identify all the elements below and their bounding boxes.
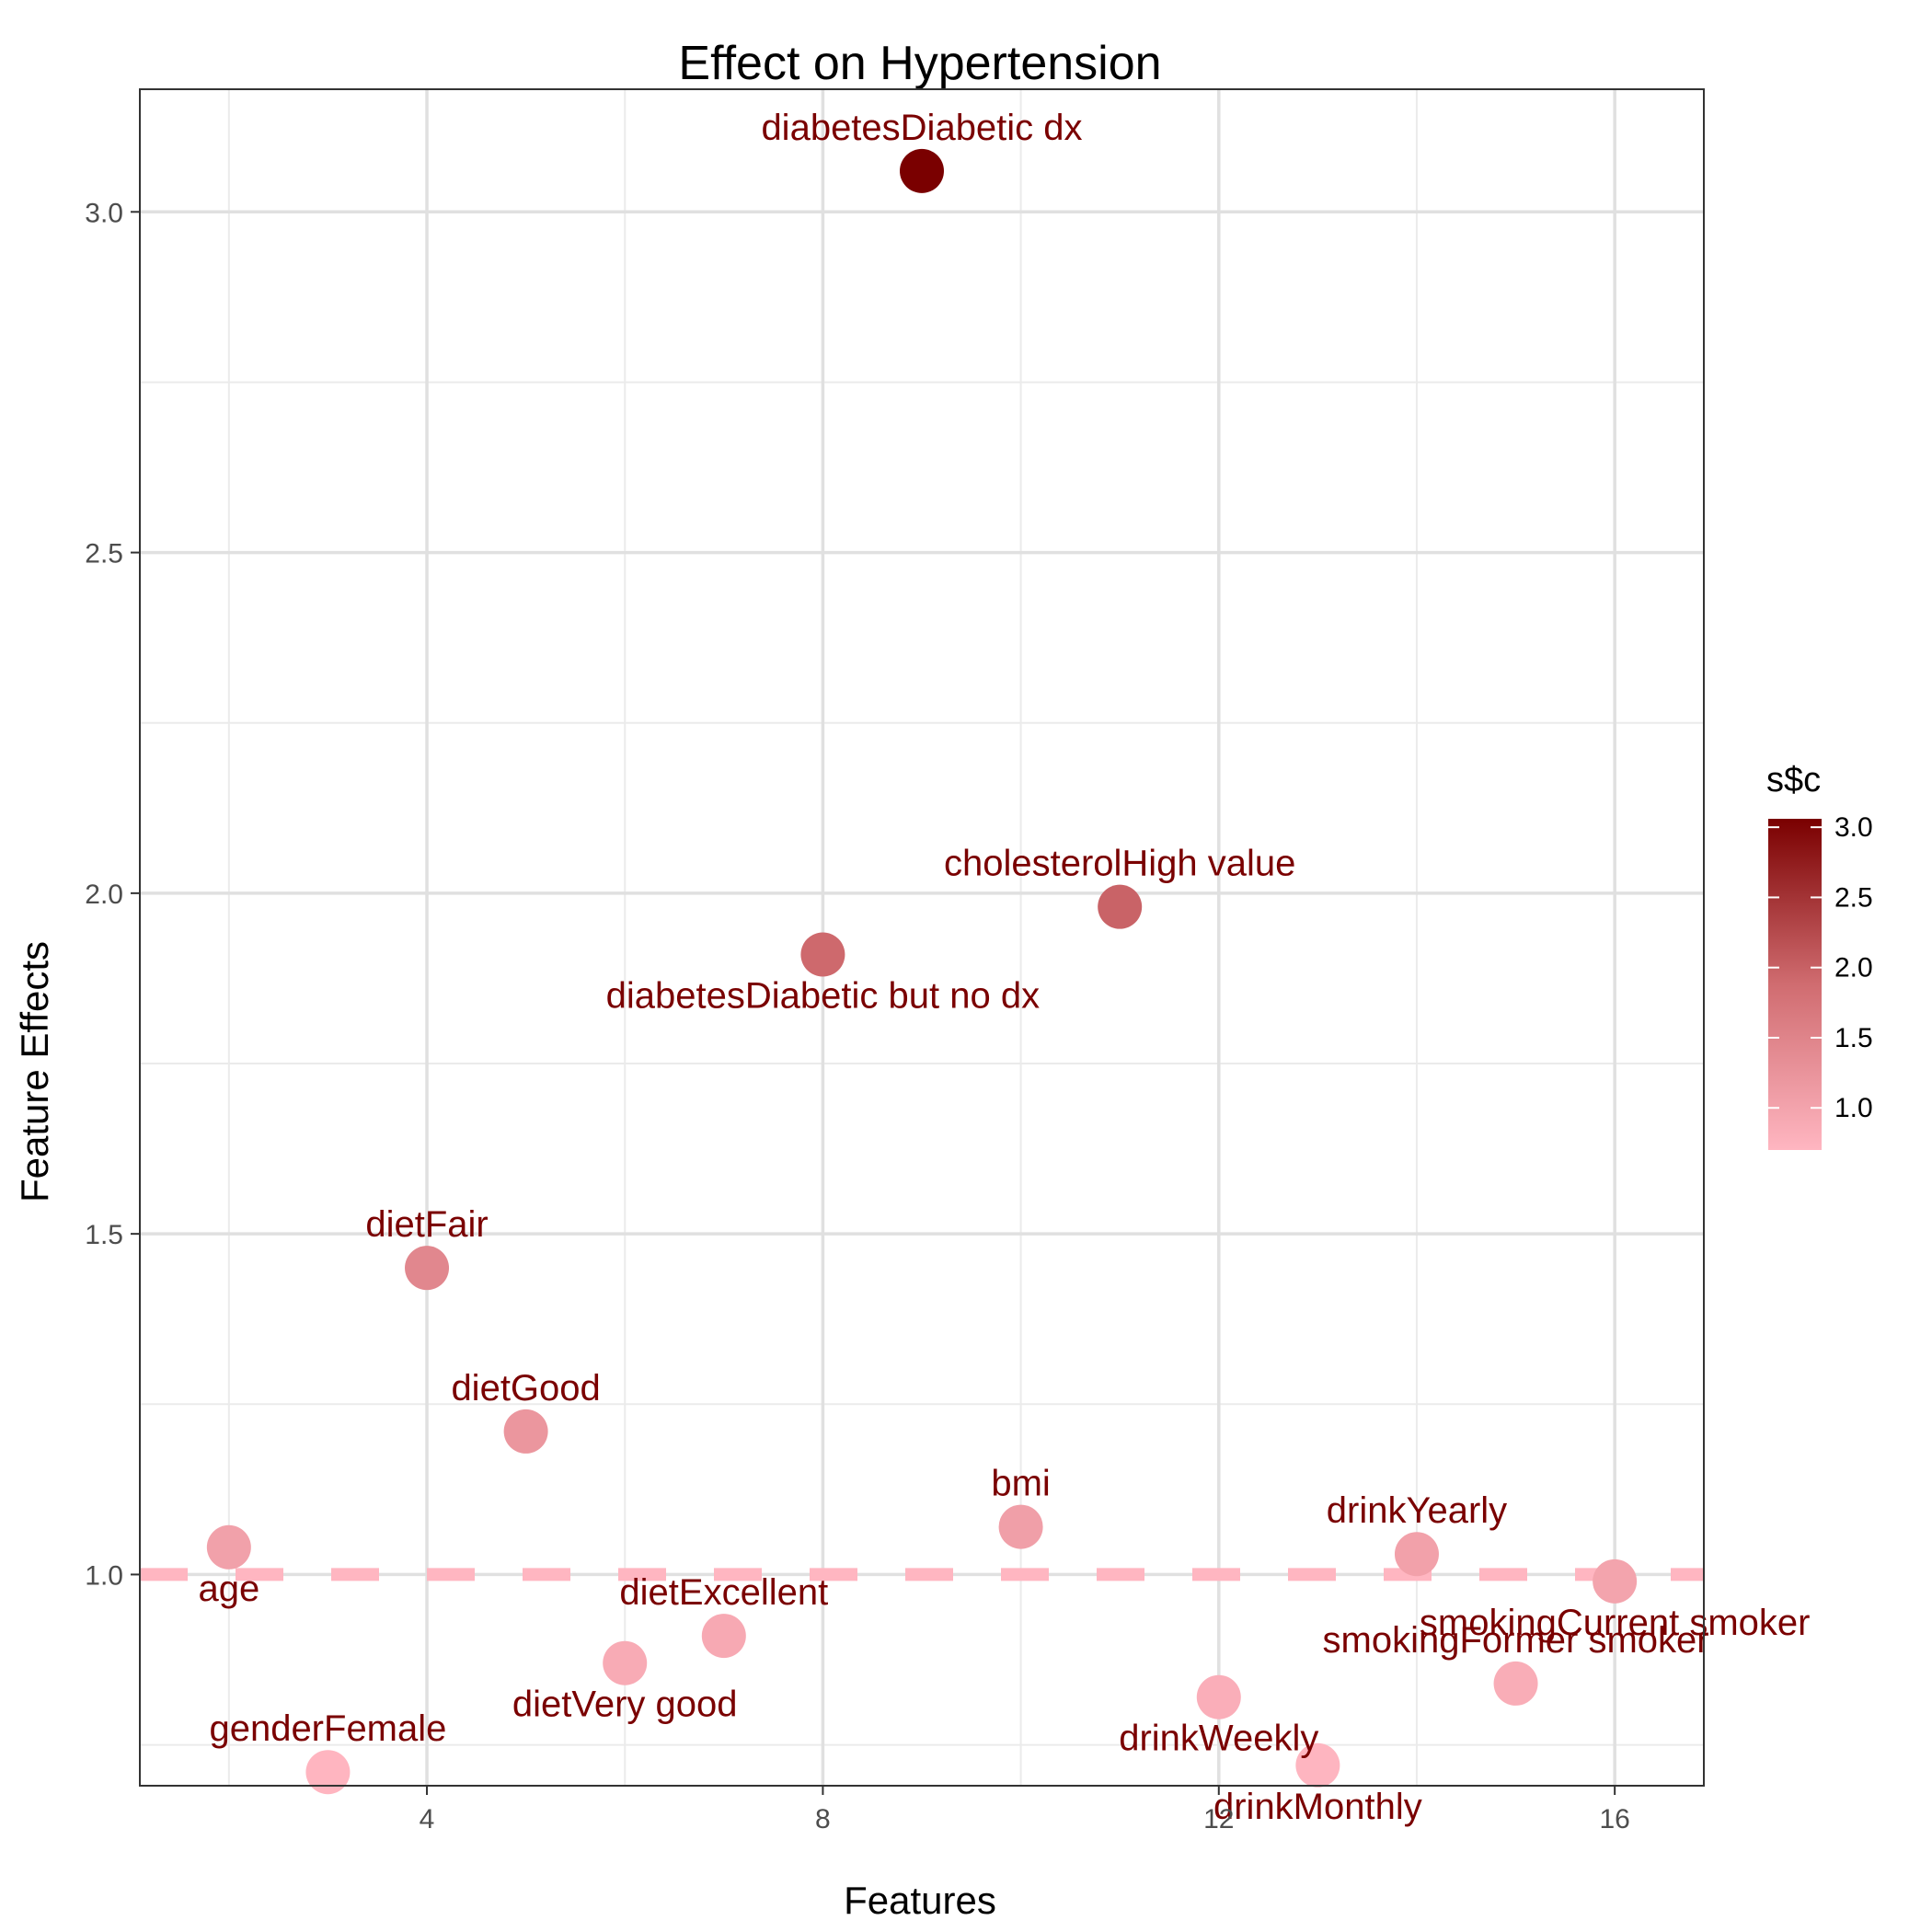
legend-colorbar (1768, 819, 1822, 1150)
legend-tick-label: 1.5 (1834, 1023, 1873, 1053)
point-label: bmi (991, 1464, 1050, 1504)
point-label: smokingFormer smoker (1323, 1620, 1709, 1661)
plot-panel-border (139, 88, 1705, 1787)
data-point (800, 932, 845, 977)
legend-tick-label: 2.5 (1834, 882, 1873, 913)
x-axis-ticks: 4 8 12 16 (420, 1786, 1630, 1834)
data-point (1394, 1532, 1439, 1577)
plot-panel-background (140, 89, 1704, 1786)
data-point (900, 148, 944, 193)
data-point (998, 1504, 1043, 1549)
data-point (405, 1246, 450, 1291)
legend-title: s$c (1766, 761, 1821, 799)
y-tick-label: 3.0 (85, 198, 123, 228)
data-point (1593, 1558, 1638, 1604)
grid-lines (140, 89, 1704, 1786)
data-point (603, 1640, 648, 1685)
point-label: dietGood (451, 1368, 600, 1409)
point-label: genderFemale (209, 1708, 446, 1749)
x-axis-title: Features (844, 1879, 996, 1922)
point-label: smokingCurrent smoker (1420, 1603, 1811, 1643)
data-point (1196, 1674, 1241, 1719)
point-label: cholesterolHigh value (944, 844, 1295, 884)
point-label: drinkMonthly (1213, 1787, 1422, 1827)
y-tick-label: 2.0 (85, 880, 123, 910)
y-axis-title: Feature Effects (13, 941, 56, 1202)
legend-ticks: 1.0 1.5 2.0 2.5 3.0 (1768, 812, 1873, 1123)
point-label: dietVery good (512, 1685, 738, 1725)
data-point (206, 1524, 251, 1570)
point-labels: age genderFemale dietFair dietGood dietVery … (198, 108, 1810, 1827)
point-label: age (198, 1569, 259, 1609)
point-label: dietExcellent (619, 1572, 828, 1613)
point-label: drinkYearly (1327, 1490, 1507, 1531)
point-label: dietFair (365, 1204, 488, 1245)
data-point (1098, 884, 1143, 929)
data-point (701, 1614, 746, 1659)
legend-tick-label: 1.0 (1834, 1093, 1873, 1123)
x-tick-label: 12 (1203, 1804, 1234, 1834)
point-label: drinkWeekly (1119, 1719, 1318, 1759)
data-point (305, 1750, 351, 1795)
point-label: diabetesDiabetic dx (761, 108, 1082, 148)
x-tick-label: 4 (420, 1804, 435, 1834)
legend-tick-label: 2.0 (1834, 953, 1873, 983)
color-legend: s$c 1.0 1.5 2.0 2.5 3.0 (1766, 761, 1873, 1150)
x-tick-label: 8 (815, 1804, 831, 1834)
data-points (206, 148, 1638, 1795)
legend-tick-label: 3.0 (1834, 812, 1873, 843)
point-label: diabetesDiabetic but no dx (606, 976, 1040, 1017)
x-tick-label: 16 (1599, 1804, 1629, 1834)
chart-title: Effect on Hypertension (678, 37, 1161, 90)
y-tick-label: 1.0 (85, 1560, 123, 1591)
data-point (503, 1409, 548, 1454)
y-tick-label: 2.5 (85, 539, 123, 569)
data-point (1295, 1742, 1340, 1788)
data-point (1493, 1661, 1538, 1706)
y-axis-ticks: 1.0 1.5 2.0 2.5 3.0 (85, 198, 140, 1591)
y-tick-label: 1.5 (85, 1220, 123, 1250)
